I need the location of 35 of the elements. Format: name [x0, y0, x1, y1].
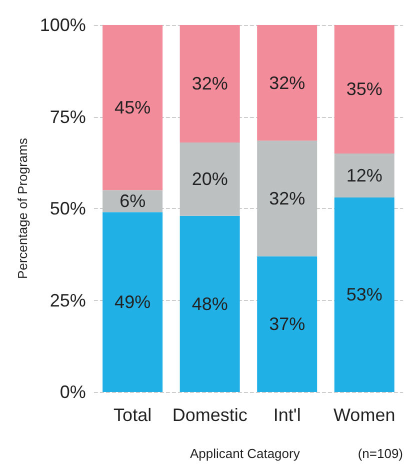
data-label: 6%: [120, 191, 146, 212]
bar: [257, 140, 318, 256]
x-tick-label: Women: [334, 405, 396, 425]
y-tick-label: 0%: [60, 382, 86, 402]
data-label: 32%: [192, 74, 228, 94]
bar: [334, 25, 394, 154]
x-tick-label: Domestic: [172, 405, 248, 425]
data-label: 35%: [346, 79, 382, 100]
x-tick-label: Int'l: [273, 405, 301, 425]
x-axis-title: Applicant Catagory: [190, 446, 300, 461]
data-label: 20%: [192, 169, 228, 190]
bar: [334, 153, 394, 198]
data-label: 53%: [346, 284, 382, 305]
data-label: 37%: [269, 314, 306, 334]
data-label: 45%: [114, 98, 151, 118]
y-tick-label: 25%: [50, 290, 86, 310]
bar: [102, 212, 163, 392]
data-label: 32%: [269, 72, 306, 93]
data-label: 32%: [269, 188, 306, 208]
data-label: 49%: [114, 292, 151, 312]
bar: [257, 25, 318, 141]
y-tick-label: 75%: [50, 106, 86, 127]
data-label: 48%: [192, 294, 228, 314]
bar: [257, 256, 318, 392]
x-tick-label: Total: [114, 405, 152, 425]
bar: [180, 216, 240, 392]
data-label: 12%: [346, 165, 382, 186]
y-tick-label: 50%: [50, 198, 86, 218]
bar: [102, 25, 163, 190]
y-tick-label: 100%: [40, 15, 86, 35]
y-axis-title: Percentage of Programs: [15, 138, 30, 279]
bar: [180, 142, 240, 216]
text: (n=109): [358, 446, 403, 461]
bar: [334, 197, 394, 392]
bar: [180, 25, 240, 142]
